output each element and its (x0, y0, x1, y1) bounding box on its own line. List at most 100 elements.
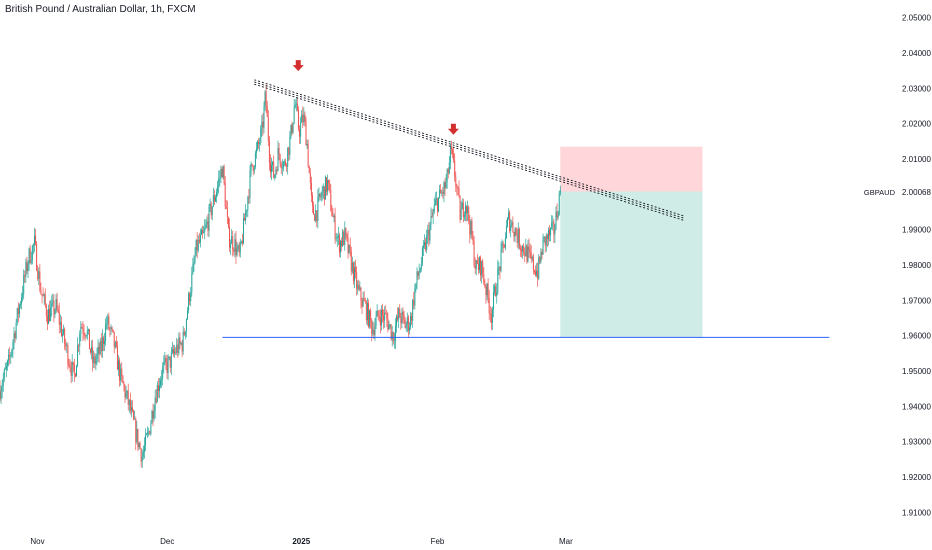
candle-body (243, 217, 245, 244)
take-profit-zone[interactable] (560, 191, 703, 338)
candle-body (477, 263, 479, 271)
down-arrow-icon[interactable] (447, 123, 459, 135)
candle-body (41, 293, 43, 296)
candle-body (112, 329, 114, 332)
candle-body (279, 154, 281, 164)
candle-body (238, 245, 240, 253)
candle-body (167, 358, 169, 374)
candle-body (85, 335, 87, 337)
down-arrow-icon[interactable] (292, 60, 304, 72)
price-axis[interactable]: 2.05000 2.04000 2.03000 2.02000 2.01000 1.990… (864, 14, 932, 518)
symbol-label: GBPAUD (864, 188, 896, 197)
candle-body (486, 283, 488, 296)
candle-body (461, 202, 463, 210)
candle-body (230, 243, 232, 248)
candle-body (265, 91, 267, 107)
candle-body (203, 231, 205, 234)
candle-body (216, 192, 218, 198)
candle-body (531, 256, 533, 259)
candles (0, 84, 561, 469)
candle-body (182, 331, 184, 352)
candle-body (558, 193, 560, 216)
candle-body (550, 227, 552, 236)
candle-body (257, 141, 259, 149)
candle-body (142, 451, 144, 457)
candle-body (91, 347, 93, 353)
candle-body (56, 299, 58, 310)
candle-body (105, 324, 107, 342)
candle-body (355, 267, 357, 273)
candle-body (282, 162, 284, 168)
candle-body (351, 262, 353, 272)
candle-body (397, 316, 399, 320)
candle-body (59, 322, 61, 325)
candle-body (113, 331, 115, 348)
candle-body (401, 311, 403, 324)
candle-body (456, 186, 458, 188)
candle-body (450, 146, 452, 150)
candle-body (267, 116, 269, 142)
candle-body (124, 386, 126, 398)
stop-loss-zone[interactable] (560, 146, 703, 192)
candle-body (33, 235, 35, 245)
candle-body (288, 147, 290, 155)
candle-body (499, 266, 501, 271)
candle-body (115, 342, 117, 347)
time-tick-label: Dec (160, 537, 174, 546)
candle-body (255, 148, 257, 153)
candle-body (252, 165, 254, 171)
candle-body (358, 284, 360, 290)
candle-body (148, 431, 150, 433)
candle-body (466, 205, 468, 214)
candle-body (53, 300, 55, 315)
candle-body (509, 212, 511, 231)
candle-body (399, 308, 401, 318)
candle-body (519, 247, 521, 250)
candle-body (83, 332, 85, 335)
time-axis[interactable]: Nov Dec 2025 Feb Mar (30, 537, 573, 546)
candle-body (233, 249, 235, 252)
candle-body (352, 262, 354, 281)
resistance-trendline[interactable] (254, 83, 685, 221)
candle-body (545, 235, 547, 246)
candle-body (137, 429, 139, 448)
candle-body (412, 299, 414, 321)
candle-body (299, 128, 301, 137)
candle-body (332, 215, 334, 218)
candle-body (435, 198, 437, 200)
candle-body (39, 271, 41, 291)
candle-body (61, 333, 63, 336)
candle-body (152, 410, 154, 419)
candle-body (402, 311, 404, 315)
candle-body (476, 260, 478, 264)
candle-body (530, 252, 532, 259)
candle-body (26, 262, 28, 272)
candle-body (470, 220, 472, 235)
resistance-trendline[interactable] (254, 79, 685, 217)
candle-body (337, 235, 339, 238)
candle-body (262, 121, 264, 128)
candle-body (310, 182, 312, 196)
candle-body (556, 211, 558, 218)
price-tick-label: 2.02000 (902, 120, 931, 129)
candle-body (320, 196, 322, 198)
candle-body (555, 211, 557, 230)
candle-body (429, 224, 431, 241)
candle-body (418, 272, 420, 276)
candle-body (393, 340, 395, 342)
candle-body (405, 324, 407, 329)
candle-body (419, 269, 421, 273)
candle-body (92, 347, 94, 364)
candle-body (37, 270, 39, 279)
candle-body (107, 316, 109, 324)
candle-body (342, 232, 344, 247)
price-tick-label: 1.97000 (902, 296, 931, 305)
resistance-trendline[interactable] (254, 81, 685, 219)
candle-body (249, 170, 251, 198)
candle-body (180, 342, 182, 344)
candle-body (204, 227, 206, 232)
candle-body (8, 354, 10, 361)
candle-body (454, 160, 456, 178)
candle-body (163, 362, 165, 367)
